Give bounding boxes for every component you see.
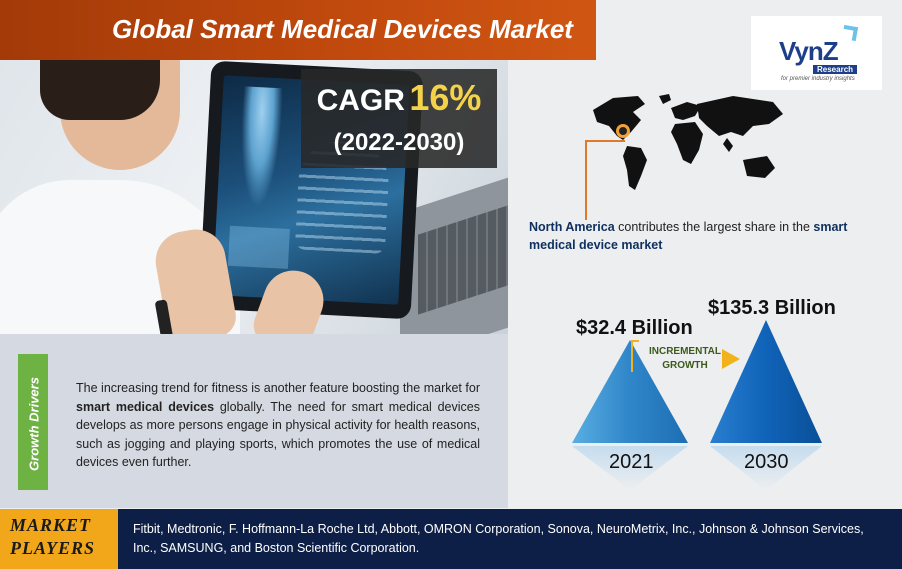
region-highlight: North America xyxy=(529,220,615,234)
incremental-label-2: GROWTH xyxy=(662,360,708,371)
cagr-box: CAGR 16% (2022-2030) xyxy=(301,69,497,168)
market-players-title: MARKET PLAYERS xyxy=(10,514,110,560)
pyramid-2021-reflection xyxy=(572,446,688,490)
incremental-label-1: INCREMENTAL xyxy=(648,346,722,357)
pyramid-2030 xyxy=(710,320,822,443)
pyramid-2030-reflection xyxy=(710,446,822,490)
year-label-2021: 2021 xyxy=(609,451,654,473)
incremental-growth-label: INCREMENTAL GROWTH xyxy=(640,345,730,373)
growth-text-part1: The increasing trend for fitness is anot… xyxy=(76,381,480,395)
pyramid-2021 xyxy=(572,340,688,443)
title-banner: Global Smart Medical Devices Market xyxy=(0,0,596,60)
growth-drivers-text: The increasing trend for fitness is anot… xyxy=(76,379,480,472)
region-statement: North America contributes the largest sh… xyxy=(529,218,869,254)
screen-panel-graphic xyxy=(227,225,290,269)
market-value-2030: $135.3 Billion xyxy=(708,297,836,319)
region-text-bold: smart medical device market xyxy=(529,220,848,252)
market-players-badge xyxy=(0,509,118,569)
chevron-right-icon xyxy=(100,509,118,569)
market-players-label-2: PLAYERS xyxy=(10,538,96,558)
company-logo: VynZ Research for premier industry insig… xyxy=(751,16,882,90)
growth-drivers-panel xyxy=(0,334,508,508)
cagr-value: 16% xyxy=(409,77,482,118)
market-players-list: Fitbit, Medtronic, F. Hoffmann-La Roche … xyxy=(133,522,864,555)
logo-tagline: for premier industry insights xyxy=(781,76,855,82)
cagr-line: CAGR 16% xyxy=(301,77,497,119)
arrow-right-icon xyxy=(722,349,740,369)
region-text-mid: contributes the largest share in the xyxy=(614,220,814,234)
world-map-icon xyxy=(593,94,783,190)
location-pin-icon xyxy=(616,124,630,138)
page-title: Global Smart Medical Devices Market xyxy=(112,14,573,44)
market-size-pyramids xyxy=(572,320,822,490)
cagr-label: CAGR xyxy=(316,84,405,117)
body-scan-graphic xyxy=(237,86,284,209)
year-label-2030: 2030 xyxy=(744,451,789,473)
growth-text-bold: smart medical devices xyxy=(76,399,215,414)
doctor-hair-shape xyxy=(40,60,160,120)
market-value-2021: $32.4 Billion xyxy=(576,317,693,339)
market-players-footer xyxy=(0,509,902,569)
market-players-label-1: MARKET xyxy=(10,515,92,535)
logo-arrow-icon xyxy=(841,24,859,42)
incremental-connector-line xyxy=(631,340,639,372)
growth-drivers-tab: Growth Drivers xyxy=(18,354,48,490)
growth-drivers-label: Growth Drivers xyxy=(26,377,42,471)
growth-text-part2: globally. The need for smart medical dev… xyxy=(76,399,480,470)
logo-name: VynZ xyxy=(779,36,839,66)
map-pointer-line xyxy=(585,140,625,220)
cagr-period: (2022-2030) xyxy=(333,129,465,156)
logo-sub: Research xyxy=(813,65,858,74)
